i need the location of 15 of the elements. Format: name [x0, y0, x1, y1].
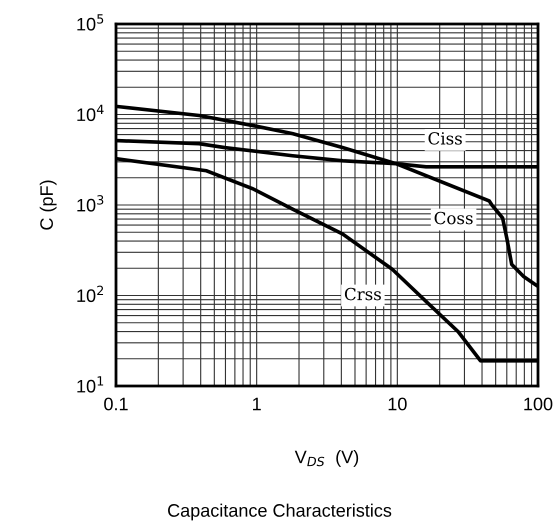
y-axis-title: C (pF) [40, 180, 57, 230]
x-axis-title: V$_{DS}$ (V) [294, 450, 358, 467]
y-tick-label: 10$^{4}$ [77, 104, 104, 122]
x-tick-label: 10 [388, 398, 407, 410]
y-tick-label: 10$^{3}$ [77, 195, 104, 212]
series-label: Coss [434, 212, 473, 224]
series-label: Ciss [428, 132, 462, 145]
y-tick-label: 10$^{5}$ [77, 14, 104, 31]
y-tick-label: 10$^{2}$ [77, 286, 104, 302]
x-tick-label: 1 [253, 398, 261, 410]
x-tick-label: 100 [524, 398, 552, 410]
text: Capacitance Characteristics [168, 504, 392, 520]
y-tick-label: 10$^{1}$ [77, 376, 104, 393]
series-label: Crss [344, 288, 381, 300]
x-tick-label: 0.1 [104, 398, 128, 410]
